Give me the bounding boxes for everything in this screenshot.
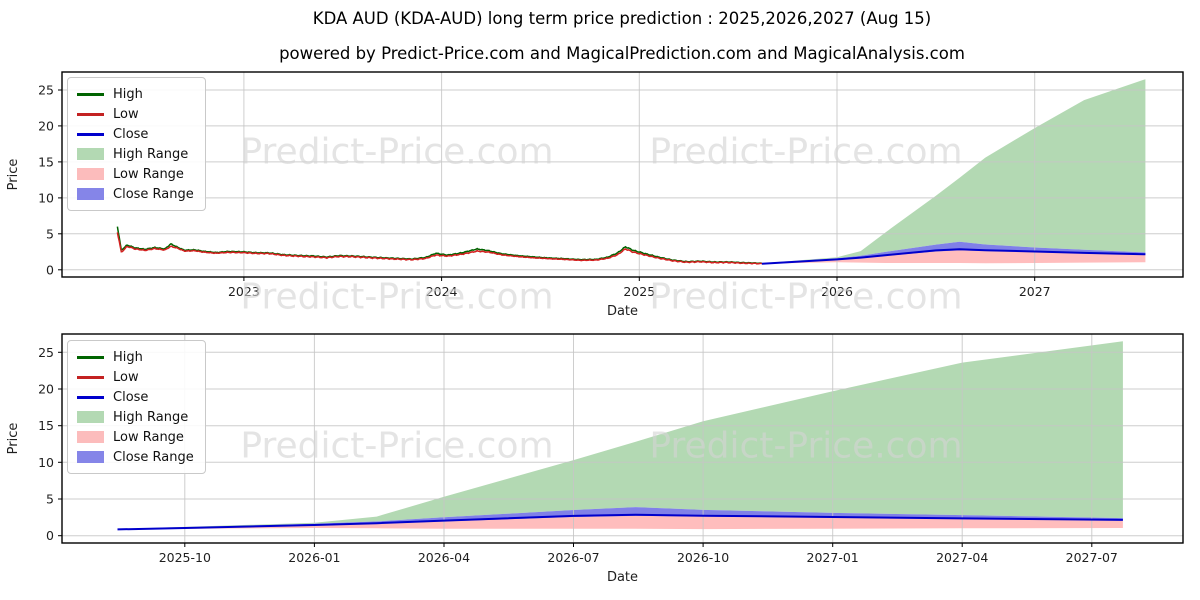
- chart-title: KDA AUD (KDA-AUD) long term price predic…: [312, 9, 932, 28]
- low-range-band: [761, 249, 1146, 265]
- legend-line-swatch: [77, 375, 104, 379]
- y-tick-label: 5: [46, 226, 54, 241]
- x-tick-label: 2027-07: [1066, 550, 1118, 565]
- x-tick-label: 2027-01: [807, 550, 859, 565]
- legend-label: Low: [113, 369, 139, 385]
- legend-line-swatch: [77, 112, 104, 116]
- legend-line-swatch: [77, 132, 104, 136]
- x-tick-label: 2026-01: [288, 550, 340, 565]
- chart-legend: High Low Close High Range Low Range Close Ran…: [67, 77, 206, 211]
- y-tick-label: 5: [46, 492, 54, 507]
- x-axis-label: Date: [607, 304, 638, 319]
- legend-line-swatch: [77, 92, 104, 96]
- plot-border: [61, 333, 1184, 544]
- legend-item: High Range: [77, 144, 194, 164]
- legend-item: Low Range: [77, 427, 194, 447]
- legend-item: High Range: [77, 407, 194, 427]
- legend-item: High: [77, 347, 194, 367]
- y-tick-label: 10: [38, 190, 54, 205]
- legend-label: Close Range: [113, 186, 194, 202]
- legend-patch-swatch: [77, 451, 104, 463]
- legend-patch-swatch: [77, 148, 104, 160]
- legend-label: Low: [113, 106, 139, 122]
- x-tick-label: 2026-07: [547, 550, 599, 565]
- legend-patch-swatch: [77, 188, 104, 200]
- y-tick-label: 10: [38, 455, 54, 470]
- y-tick-label: 0: [46, 528, 54, 543]
- x-axis-label: Date: [607, 570, 638, 585]
- x-tick-label: 2026-04: [418, 550, 470, 565]
- legend-item: Close Range: [77, 447, 194, 467]
- legend-patch-swatch: [77, 168, 104, 180]
- x-tick-label: 2025: [623, 284, 655, 299]
- low-line: [116, 232, 763, 265]
- chart-legend: High Low Close High Range Low Range Close Ran…: [67, 340, 206, 474]
- close-line: [117, 513, 1123, 531]
- legend-label: High: [113, 86, 143, 102]
- legend-item: Close Range: [77, 184, 194, 204]
- legend-item: Low Range: [77, 164, 194, 184]
- x-tick-label: 2026: [821, 284, 853, 299]
- legend-label: Close: [113, 389, 149, 405]
- x-tick-label: 2027-04: [936, 550, 988, 565]
- y-tick-label: 20: [38, 118, 54, 133]
- x-tick-label: 2024: [426, 284, 458, 299]
- x-tick-label: 2025-10: [159, 550, 211, 565]
- legend-item: Close: [77, 387, 194, 407]
- close-line: [761, 248, 1146, 265]
- y-axis-label: Price: [6, 423, 21, 455]
- y-axis-label: Price: [6, 159, 21, 191]
- legend-label: High: [113, 349, 143, 365]
- legend-item: Low: [77, 367, 194, 387]
- y-tick-label: 20: [38, 382, 54, 397]
- legend-item: Close: [77, 124, 194, 144]
- high-range-band: [117, 341, 1123, 530]
- legend-label: Close: [113, 126, 149, 142]
- plot-border: [61, 71, 1184, 278]
- y-tick-label: 25: [38, 82, 54, 97]
- legend-line-swatch: [77, 355, 104, 359]
- legend-label: Low Range: [113, 166, 184, 182]
- low-range-band: [117, 514, 1123, 530]
- y-tick-label: 0: [46, 262, 54, 277]
- legend-label: High Range: [113, 146, 189, 162]
- legend-item: High: [77, 84, 194, 104]
- y-tick-label: 15: [38, 418, 54, 433]
- legend-patch-swatch: [77, 411, 104, 423]
- legend-item: Low: [77, 104, 194, 124]
- x-tick-label: 2023: [228, 284, 260, 299]
- legend-patch-swatch: [77, 431, 104, 443]
- y-tick-label: 15: [38, 154, 54, 169]
- legend-label: High Range: [113, 409, 189, 425]
- high-line: [116, 226, 763, 265]
- legend-label: Close Range: [113, 449, 194, 465]
- chart-subtitle: powered by Predict-Price.com and Magical…: [279, 44, 965, 63]
- high-range-band: [761, 79, 1146, 264]
- y-tick-label: 25: [38, 345, 54, 360]
- x-tick-label: 2026-10: [677, 550, 729, 565]
- legend-line-swatch: [77, 395, 104, 399]
- x-tick-label: 2027: [1019, 284, 1051, 299]
- legend-label: Low Range: [113, 429, 184, 445]
